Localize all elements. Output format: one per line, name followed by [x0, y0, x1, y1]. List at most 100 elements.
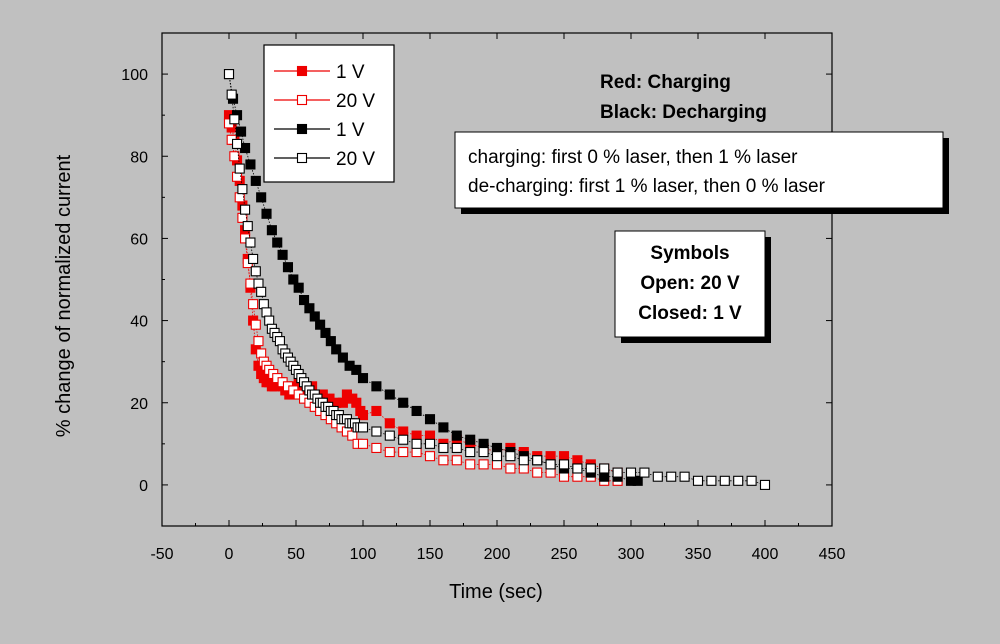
series-3-point	[666, 471, 677, 482]
symbols-box-frame	[614, 230, 766, 338]
series-1-point	[256, 348, 267, 359]
series-1-point	[545, 467, 556, 478]
color-key-annotation: Red: Charging Black: Decharging	[600, 72, 767, 123]
series-3-point	[692, 475, 704, 486]
series-2-point	[331, 344, 342, 355]
series-1-point	[451, 455, 462, 466]
series-3-point	[258, 299, 269, 310]
symbols-annotation: Symbols Open: 20 V Closed: 1 V	[614, 230, 771, 343]
series-2-point	[465, 434, 476, 445]
series-3-point	[234, 163, 245, 174]
series-2-point	[599, 471, 610, 482]
series-3-point	[274, 336, 285, 347]
color-key-line-0: Red: Charging	[600, 72, 731, 93]
legend-marker-0	[296, 65, 308, 77]
series-3-point	[706, 475, 717, 486]
laser-box-frame	[454, 131, 944, 209]
series-2-point	[293, 282, 304, 293]
series-1-point	[558, 471, 570, 482]
series-1-point	[347, 430, 358, 441]
x-tick-label: 200	[484, 546, 511, 563]
series-3-point	[733, 475, 744, 486]
series-0-point	[411, 430, 422, 441]
series-1-point	[572, 471, 583, 482]
series-3-point	[652, 471, 663, 482]
series-1-point	[478, 459, 489, 470]
series-3-point	[532, 455, 543, 466]
x-axis-label: Time (sec)	[449, 581, 543, 603]
y-tick-label: 60	[130, 231, 148, 248]
series-2-point	[309, 311, 320, 322]
symbols-box-line-1: Open: 20 V	[640, 273, 740, 294]
laser-box-line-0: charging: first 0 % laser, then 1 % lase…	[468, 147, 798, 168]
series-1-point	[371, 442, 382, 453]
series-3-point	[612, 467, 623, 478]
series-3-point	[585, 463, 596, 474]
series-1-point	[229, 151, 240, 162]
series-1-point	[253, 336, 264, 347]
series-0-point	[424, 430, 436, 441]
series-3-point	[231, 138, 243, 149]
symbols-box-line-0: Symbols	[650, 243, 729, 264]
series-3-point	[424, 438, 436, 449]
series-3-point	[248, 253, 259, 265]
series-2-point	[451, 430, 462, 441]
legend-label-3: 20 V	[336, 149, 375, 170]
legend-label-0: 1 V	[336, 62, 365, 83]
series-2-point	[325, 336, 336, 347]
legend: 1 V 20 V 1 V 20 V	[263, 44, 395, 183]
series-3-point	[505, 451, 516, 462]
x-tick-label: 350	[685, 546, 712, 563]
legend-label-1: 20 V	[336, 91, 375, 112]
x-tick-label: 300	[618, 546, 645, 563]
series-0-point	[558, 451, 570, 462]
x-tick-label: 250	[551, 546, 578, 563]
series-1-point	[532, 467, 543, 478]
series-2-point	[266, 225, 277, 236]
y-tick-label: 100	[121, 67, 148, 84]
y-tick-label: 20	[130, 396, 148, 413]
series-3-point	[245, 237, 256, 248]
laser-annotation: charging: first 0 % laser, then 1 % lase…	[454, 131, 949, 214]
series-1-point	[357, 438, 369, 449]
series-2-point	[632, 475, 643, 486]
legend-marker-2	[296, 123, 308, 135]
series-3-point	[261, 307, 272, 318]
series-1-point	[518, 463, 529, 474]
series-2-point	[236, 126, 247, 137]
series-3-point	[264, 315, 275, 326]
series-1-point	[465, 459, 476, 470]
x-tick-label: 450	[819, 546, 846, 563]
series-1-point	[424, 451, 436, 462]
series-3-point	[478, 446, 489, 458]
series-2-point	[250, 175, 261, 186]
series-2-point	[245, 159, 256, 170]
series-2-point	[256, 192, 267, 203]
series-2-point	[424, 414, 436, 425]
series-3-point	[240, 204, 251, 215]
series-0-point	[337, 397, 348, 408]
y-tick-label: 0	[139, 478, 148, 495]
color-key-line-1: Black: Decharging	[600, 102, 767, 123]
legend-box	[263, 44, 395, 183]
series-2-point	[438, 422, 449, 433]
series-0-point	[384, 418, 395, 429]
series-2-point	[315, 319, 326, 330]
series-1-point	[491, 459, 503, 470]
series-3-point	[545, 459, 556, 470]
series-2-point	[282, 262, 294, 273]
series-2-point	[478, 438, 489, 449]
series-3-point	[253, 278, 264, 289]
series-3-point	[398, 434, 409, 445]
series-2-point	[277, 249, 288, 260]
series-2-point	[272, 237, 283, 248]
series-1-point	[438, 455, 449, 466]
series-3-point	[465, 446, 476, 458]
x-tick-label: 150	[417, 546, 444, 563]
series-3-point	[411, 438, 422, 449]
series-1-point	[505, 463, 516, 474]
series-3-point	[223, 69, 235, 80]
x-tick-label: -50	[150, 546, 173, 563]
